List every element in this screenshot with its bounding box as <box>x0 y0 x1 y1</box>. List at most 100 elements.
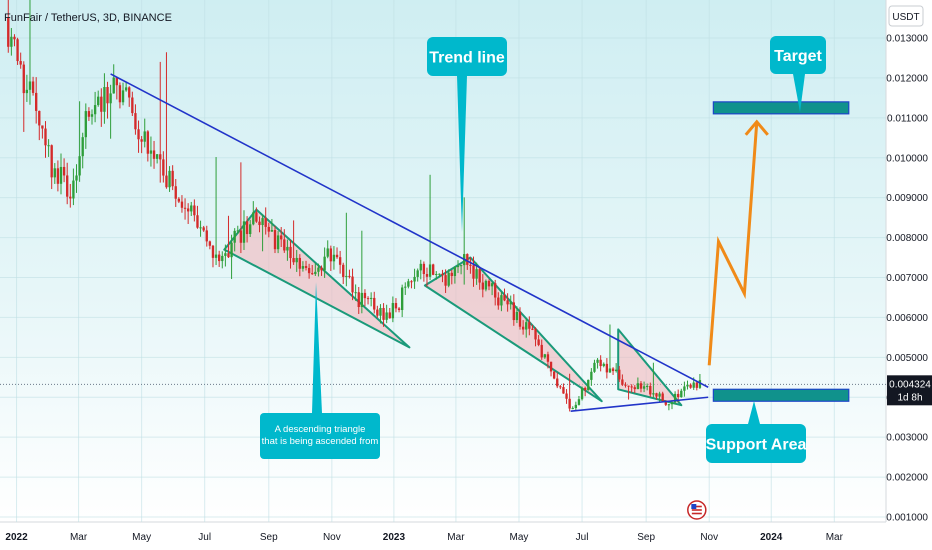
candle-body <box>320 267 323 271</box>
y-tick-label: 0.008000 <box>886 233 928 244</box>
candle-body <box>174 186 177 199</box>
bar-countdown-label: 1d 8h <box>897 392 922 403</box>
candle-body <box>642 386 646 389</box>
candle-body <box>593 362 596 372</box>
candle-body <box>134 113 137 130</box>
candle-body <box>208 241 212 246</box>
candle-body <box>391 303 395 319</box>
candle-body <box>680 390 683 398</box>
projection-arrowhead <box>744 119 769 136</box>
triangle-note-bubble[interactable] <box>260 413 380 459</box>
candle-body <box>301 266 305 269</box>
candle-body <box>31 81 35 93</box>
candle-body <box>276 235 280 250</box>
candle-body <box>224 253 227 256</box>
trend-line-callout-bubble[interactable] <box>427 37 507 76</box>
candle-body <box>580 387 584 400</box>
candle-body <box>472 265 475 279</box>
candle-body <box>543 354 547 358</box>
candle-body <box>273 230 277 250</box>
y-tick-label: 0.005000 <box>886 353 928 364</box>
x-tick-label: Jul <box>576 532 589 543</box>
candle-body <box>435 273 438 275</box>
candle-body <box>646 385 649 387</box>
projection-path[interactable] <box>707 121 759 366</box>
candle-body <box>180 201 184 208</box>
candle-body <box>289 246 292 259</box>
target-zone-box[interactable] <box>712 101 850 115</box>
candle-body <box>689 384 692 388</box>
candle-body <box>211 245 215 258</box>
candle-body <box>196 215 199 228</box>
candle-body <box>193 205 196 216</box>
candle-body <box>590 371 593 380</box>
candle-body <box>236 230 239 232</box>
price-axis-panel[interactable] <box>886 0 932 550</box>
support-zone-box[interactable] <box>712 388 850 402</box>
support-area-callout-bubble[interactable] <box>706 424 806 463</box>
candle-body <box>658 393 661 397</box>
candle-body <box>75 175 78 181</box>
support-line[interactable] <box>570 396 709 413</box>
candle-body <box>459 265 463 267</box>
candle-body <box>686 384 689 387</box>
candle-body <box>698 380 702 388</box>
candle-body <box>614 369 618 372</box>
candle-body <box>146 131 150 154</box>
current-price-badge <box>887 375 932 406</box>
candle-body <box>140 139 143 142</box>
candle-body <box>245 221 249 235</box>
candle-body <box>400 287 404 311</box>
x-tick-label: Nov <box>700 532 718 543</box>
candle-body <box>41 125 44 129</box>
candle-body <box>81 137 84 157</box>
candle-body <box>307 267 311 274</box>
candle-body <box>683 386 686 391</box>
candle-body <box>143 131 146 142</box>
x-tick-label: Mar <box>70 532 88 543</box>
candle-body <box>534 328 537 340</box>
candle-body <box>323 256 326 271</box>
candle-body <box>264 218 267 227</box>
candle-body <box>602 363 605 367</box>
candle-body <box>528 322 531 329</box>
trend-line[interactable] <box>110 73 709 388</box>
candle-body <box>329 248 333 262</box>
candle-body <box>72 180 75 199</box>
currency-button-label: USDT <box>892 12 919 23</box>
candle-body <box>78 156 81 176</box>
time-axis-panel[interactable] <box>0 522 886 550</box>
candle-body <box>177 198 181 202</box>
candle-body <box>242 221 246 243</box>
candle-body <box>44 128 47 146</box>
candle-body <box>270 230 274 232</box>
candle-body <box>624 384 627 386</box>
candle-body <box>258 221 261 226</box>
candle-body <box>152 150 156 159</box>
candle-body <box>596 359 599 363</box>
candle-body <box>317 267 320 272</box>
currency-button[interactable] <box>888 5 924 27</box>
candle-body <box>16 39 19 62</box>
candle-body <box>69 196 72 199</box>
candle-body <box>695 382 698 388</box>
candle-body <box>227 253 230 258</box>
candle-body <box>618 369 621 380</box>
candle-body <box>388 312 391 319</box>
candle-body <box>100 96 103 112</box>
candle-body <box>456 265 460 268</box>
x-tick-label: Mar <box>826 532 844 543</box>
candle-body <box>537 339 540 345</box>
target-callout-bubble[interactable] <box>770 36 826 74</box>
candle-body <box>599 359 602 367</box>
candle-body <box>19 61 22 65</box>
candle-body <box>162 159 165 176</box>
y-tick-label: 0.009000 <box>886 193 928 204</box>
candle-body <box>447 272 450 286</box>
candle-body <box>233 230 236 243</box>
candle-body <box>587 379 590 391</box>
candle-body <box>22 64 25 94</box>
candle-body <box>360 292 364 308</box>
descending-triangle-pattern[interactable] <box>223 208 411 349</box>
